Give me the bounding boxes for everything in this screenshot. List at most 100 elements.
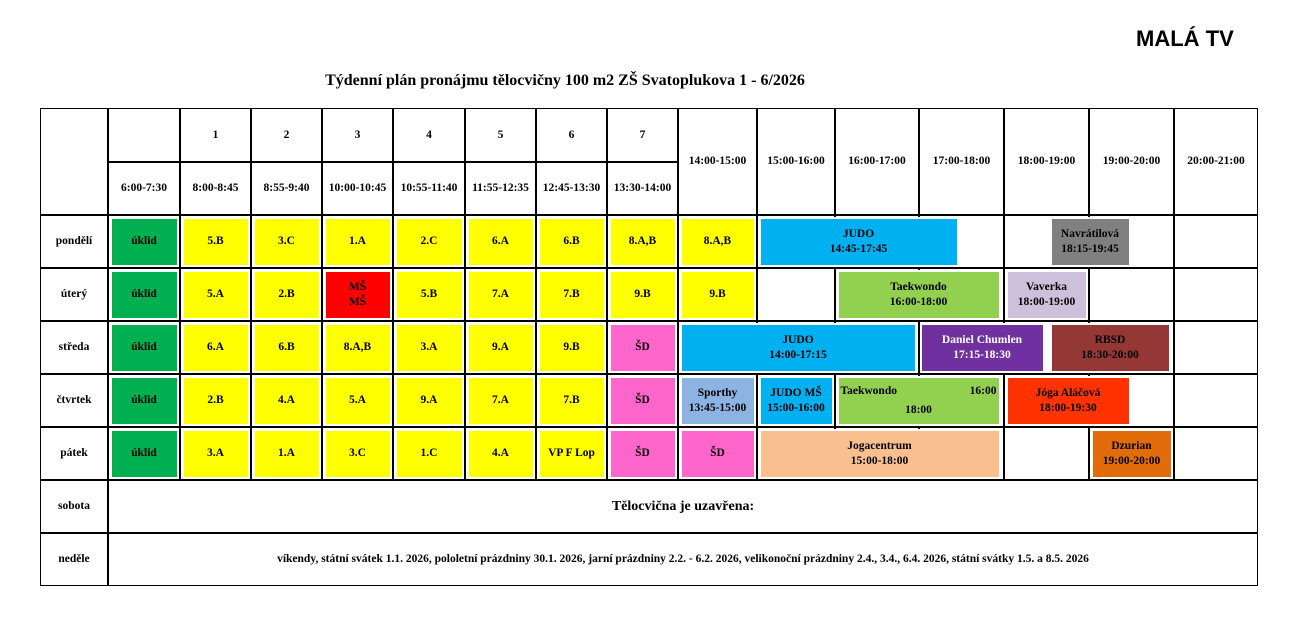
booking-cell: 7.B <box>537 269 606 320</box>
booking-cell: Taekwondo 16:00 18:00 <box>836 375 1001 426</box>
cell-text: 8:55-9:40 <box>263 182 310 194</box>
lesson-cell: 5 <box>465 108 536 162</box>
cell-text: 6.B <box>278 341 295 353</box>
cell-text: 6.B <box>563 235 580 247</box>
booking-cell: 9.A <box>394 375 464 426</box>
cell-text: VP F Lop <box>548 447 595 459</box>
cell-text: 1 <box>212 128 219 141</box>
booking-cell: 2.B <box>252 269 321 320</box>
cell-text: 9.B <box>634 288 651 300</box>
booking-cell: MŠ MŠ <box>323 269 392 320</box>
booking-cell: RBSD 18:30-20:00 <box>1049 322 1171 373</box>
cell-text: JUDO MŠ <box>770 386 822 399</box>
booking-cell: JUDO MŠ 15:00-16:00 <box>758 375 834 426</box>
booking-cell: Daniel Chumlen 17:15-18:30 <box>919 322 1045 373</box>
cell-text: 14:45-17:45 <box>829 242 888 255</box>
booking-cell: 3.A <box>181 428 250 479</box>
time-cell: 14:00-15:00 <box>678 108 757 215</box>
cell-text: 16:00-18:00 <box>889 295 948 308</box>
cell-text: 9.B <box>709 288 726 300</box>
cell-text: Jogacentrum <box>847 439 912 452</box>
cell-text: 12:45-13:30 <box>542 182 601 194</box>
cell-text: 1.A <box>349 235 366 247</box>
booking-cell: 6.A <box>181 322 250 373</box>
time-cell: 8:55-9:40 <box>251 162 322 215</box>
cell-text: ŠD <box>635 341 650 353</box>
lesson-cell: 1 <box>180 108 251 162</box>
booking-cell: úklid <box>109 322 179 373</box>
empty-cell <box>1174 268 1258 321</box>
cell-text: sobota <box>58 500 90 512</box>
cell-text: 3.A <box>207 447 224 459</box>
booking-cell: 7.A <box>466 269 535 320</box>
booking-cell: úklid <box>109 269 179 320</box>
empty-cell <box>1004 427 1089 480</box>
cell-text: 19:00-20:00 <box>1102 155 1161 167</box>
corner-cell <box>40 108 108 215</box>
booking-cell: 6.B <box>537 216 606 267</box>
cell-text: Navrátilová <box>1060 227 1120 240</box>
time-cell: 10:55-11:40 <box>393 162 465 215</box>
cell-text: víkendy, státní svátek 1.1. 2026, polole… <box>277 553 1089 565</box>
booking-cell: 6.A <box>466 216 535 267</box>
cell-text: 5.A <box>349 394 366 406</box>
cell-text: ŠD <box>710 447 725 459</box>
cell-text: 3.C <box>278 235 295 247</box>
booking-cell: 1.A <box>252 428 321 479</box>
cell-text: 10:55-11:40 <box>400 182 458 194</box>
cell-text: RBSD <box>1094 333 1126 346</box>
booking-cell: Jogacentrum 15:00-18:00 <box>758 428 1001 479</box>
cell-text: MŠ <box>348 295 367 308</box>
cell-text: 7.B <box>563 394 580 406</box>
cell-text: 5.A <box>207 288 224 300</box>
cell-text: 3.C <box>349 447 366 459</box>
cell-text: úklid <box>131 447 157 459</box>
booking-cell: ŠD <box>608 428 677 479</box>
cell-text: 9.A <box>420 394 438 406</box>
booking-cell: 8.A,B <box>323 322 392 373</box>
cell-text: 14:00-15:00 <box>688 155 747 167</box>
cell-text: 8:00-8:45 <box>192 182 239 194</box>
booking-cell: Vaverka 18:00-19:00 <box>1005 269 1088 320</box>
booking-cell: VP F Lop <box>537 428 606 479</box>
booking-cell: 1.C <box>394 428 464 479</box>
time-cell: 15:00-16:00 <box>757 108 835 215</box>
cell-text: 6:00-7:30 <box>121 182 167 194</box>
lesson-cell: 3 <box>322 108 393 162</box>
cell-text: Jóga Aláčová <box>1035 386 1101 399</box>
time-cell: 12:45-13:30 <box>536 162 607 215</box>
time-cell: 18:00-19:00 <box>1004 108 1089 215</box>
cell-text: ŠD <box>635 447 650 459</box>
cell-text: 2.B <box>278 288 295 300</box>
booking-cell: 7.A <box>466 375 535 426</box>
time-cell: 6:00-7:30 <box>108 162 180 215</box>
empty-cell <box>757 268 835 321</box>
booking-cell: Sporthy 13:45-15:00 <box>679 375 756 426</box>
booking-cell: 8.A,B <box>679 216 756 267</box>
cell-text: 2.C <box>420 235 438 247</box>
time-cell: 19:00-20:00 <box>1089 108 1174 215</box>
cell-row: Taekwondo 16:00 <box>841 384 997 399</box>
cell-text: 15:00-16:00 <box>767 155 825 167</box>
booking-cell: úklid <box>109 428 179 479</box>
cell-text: 18:00-19:00 <box>1017 155 1076 167</box>
title: Týdenní plán pronájmu tělocvičny 100 m2 … <box>325 72 805 89</box>
cell-text: 15:00-18:00 <box>850 454 909 467</box>
day-cell: neděle <box>40 533 108 586</box>
booking-cell: 2.C <box>394 216 464 267</box>
brand: MALÁ TV <box>1136 26 1234 51</box>
cell-text: úklid <box>131 341 157 353</box>
cell-text: 4.A <box>278 394 295 406</box>
booking-cell: 9.B <box>608 269 677 320</box>
cell-text: pátek <box>60 447 88 459</box>
booking-cell: 3.C <box>323 428 392 479</box>
cell-text: 7.A <box>492 288 509 300</box>
cell-text: úklid <box>131 394 157 406</box>
lesson-cell <box>108 108 180 162</box>
lesson-cell: 4 <box>393 108 465 162</box>
cell-text: 9.A <box>492 341 509 353</box>
cell-text: 5.B <box>207 235 224 247</box>
lesson-cell: 2 <box>251 108 322 162</box>
cell-text: 6.A <box>207 341 224 353</box>
booking-cell: 4.A <box>466 428 535 479</box>
